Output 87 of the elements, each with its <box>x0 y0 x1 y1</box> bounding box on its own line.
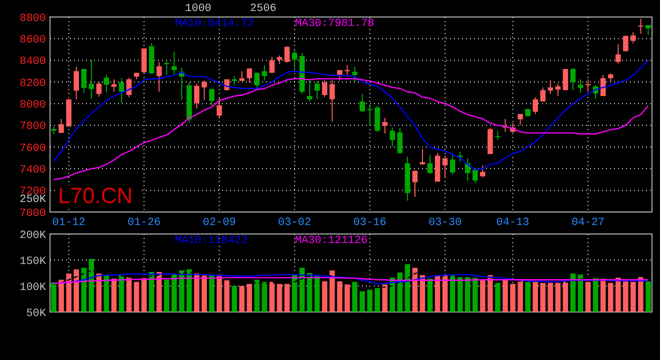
candlestick <box>292 49 298 69</box>
candlestick <box>360 93 365 112</box>
candlestick <box>420 148 426 166</box>
candlestick <box>480 164 486 178</box>
candlestick <box>374 105 380 132</box>
y-tick-label: 8200 <box>20 78 46 90</box>
candlestick <box>232 76 237 86</box>
x-tick-label: 02-09 <box>202 217 236 229</box>
annotation: L70.CN <box>58 183 133 208</box>
candlestick <box>532 96 538 114</box>
candlestick <box>465 158 470 182</box>
x-tick-label: 04-13 <box>496 217 530 229</box>
candlestick <box>216 98 222 119</box>
candlestick <box>96 82 102 98</box>
candlestick <box>306 80 312 102</box>
candlestick <box>254 72 260 88</box>
candlestick <box>284 46 290 63</box>
candlestick <box>194 83 200 110</box>
candlestick <box>616 44 621 64</box>
text: MA10:8414.72 <box>175 18 254 30</box>
candlestick <box>630 32 636 44</box>
x-tick-label: 01-12 <box>52 217 86 229</box>
text: 250K <box>20 194 46 206</box>
line-series <box>53 78 649 180</box>
candlestick <box>111 78 117 92</box>
candlestick <box>156 61 162 92</box>
y-tick-label: 8400 <box>20 56 46 68</box>
candlestick <box>330 80 335 122</box>
x-tick-label: 03-16 <box>353 217 386 229</box>
candlestick <box>172 51 177 75</box>
candlestick <box>141 48 147 74</box>
candlestick <box>239 70 245 82</box>
candlestick <box>638 18 644 34</box>
candlestick <box>322 80 328 98</box>
candlestick <box>314 80 320 100</box>
y-tick-label: 8000 <box>20 100 46 112</box>
candlestick <box>246 68 252 84</box>
text: MA30:121126 <box>295 235 368 247</box>
candlestick <box>74 66 79 100</box>
x-tick-label: 03-30 <box>428 217 462 229</box>
candlestick <box>352 66 358 82</box>
candlestick <box>88 59 94 100</box>
text: 1000 <box>185 3 212 15</box>
candlestick <box>202 80 207 100</box>
x-tick-label: 01-26 <box>128 217 161 229</box>
y-tick-label: 8800 <box>20 12 46 25</box>
candlestick <box>209 88 214 106</box>
candlestick <box>427 154 433 175</box>
candlestick <box>397 128 403 155</box>
y-tick-label: 7000 <box>20 208 46 220</box>
x-tick-label: 04-27 <box>572 217 605 229</box>
y-tick-label: 50K <box>26 308 46 320</box>
y-tick-label: 8600 <box>20 34 46 47</box>
candlestick <box>58 118 64 134</box>
candlestick <box>450 154 456 176</box>
candlestick <box>412 170 418 198</box>
candlestick <box>269 56 275 74</box>
x-tick-label: 03-02 <box>278 217 312 229</box>
candlestick <box>164 60 170 76</box>
y-tick-label: 200K <box>20 230 46 242</box>
candlestick <box>562 68 568 91</box>
candlestick <box>540 86 546 102</box>
candlestick <box>262 64 268 81</box>
candlestick <box>442 155 448 178</box>
y-tick-label: 7400 <box>20 164 46 177</box>
candlestick <box>646 24 651 36</box>
candlestick <box>585 78 591 92</box>
y-tick-label: 100K <box>20 282 46 294</box>
y-tick-label: 7800 <box>20 121 46 134</box>
y-tick-label: 7600 <box>20 142 46 155</box>
candlestick <box>570 67 576 91</box>
y-tick-label: 150K <box>20 256 46 268</box>
candlestick <box>81 68 86 94</box>
candlestick <box>118 78 124 104</box>
candlestick <box>472 168 478 184</box>
candlestick <box>495 130 500 140</box>
candlestick <box>623 34 628 52</box>
candlestick <box>390 127 396 147</box>
candlestick <box>337 70 342 81</box>
candlestick <box>367 105 372 126</box>
candlestick <box>104 74 110 93</box>
candlestick <box>578 78 584 94</box>
text: MA10:118422 <box>175 235 248 247</box>
candlestick <box>344 64 350 76</box>
candlestick <box>382 117 388 134</box>
text: 2506 <box>250 3 276 15</box>
text: MA30:7981.78 <box>295 18 374 30</box>
